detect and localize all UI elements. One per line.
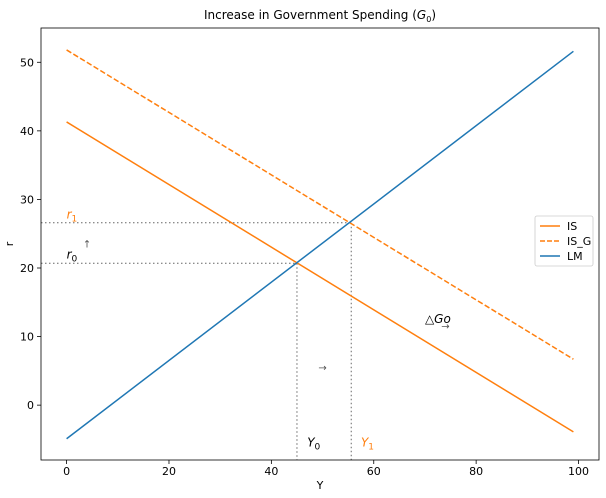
x-tick-label: 100 (568, 465, 589, 478)
series-line-is (66, 121, 574, 433)
y-tick-label: 20 (20, 262, 34, 275)
y-axis-label: r (3, 241, 16, 246)
plot-area-frame (40, 27, 600, 461)
y-tick-label: 50 (20, 56, 34, 69)
series-line-is-g (66, 49, 574, 360)
annotation-label: Y0 (307, 435, 320, 452)
annotation-label: Y1 (361, 435, 374, 452)
shift-arrow-glyph: ↑ (83, 239, 91, 250)
y-tick-label: 40 (20, 125, 34, 138)
legend-entry-label: IS (567, 220, 577, 233)
annotation-label: r0 (67, 247, 78, 264)
legend-entry-label: IS_G (567, 235, 591, 248)
legend: IS IS_G LM (534, 215, 594, 267)
annotation-label: △Go (425, 312, 451, 326)
x-axis-label: Y (316, 479, 324, 492)
x-tick-label: 0 (63, 465, 70, 478)
shift-arrow-glyph: → (318, 363, 326, 374)
y-tick-label: 10 (20, 331, 34, 344)
x-tick-label: 60 (367, 465, 381, 478)
shift-arrow-glyph: → (441, 322, 449, 333)
x-tick-label: 20 (162, 465, 176, 478)
x-tick-label: 40 (264, 465, 278, 478)
y-tick-label: 0 (27, 399, 34, 412)
x-tick-label: 80 (469, 465, 483, 478)
y-tick-label: 30 (20, 193, 34, 206)
annotation-label: r1 (67, 208, 78, 225)
chart-title: Increase in Government Spending (G0) (204, 8, 436, 24)
series-line-lm (66, 50, 574, 440)
legend-box (534, 215, 594, 267)
legend-entry-label: LM (567, 250, 583, 263)
